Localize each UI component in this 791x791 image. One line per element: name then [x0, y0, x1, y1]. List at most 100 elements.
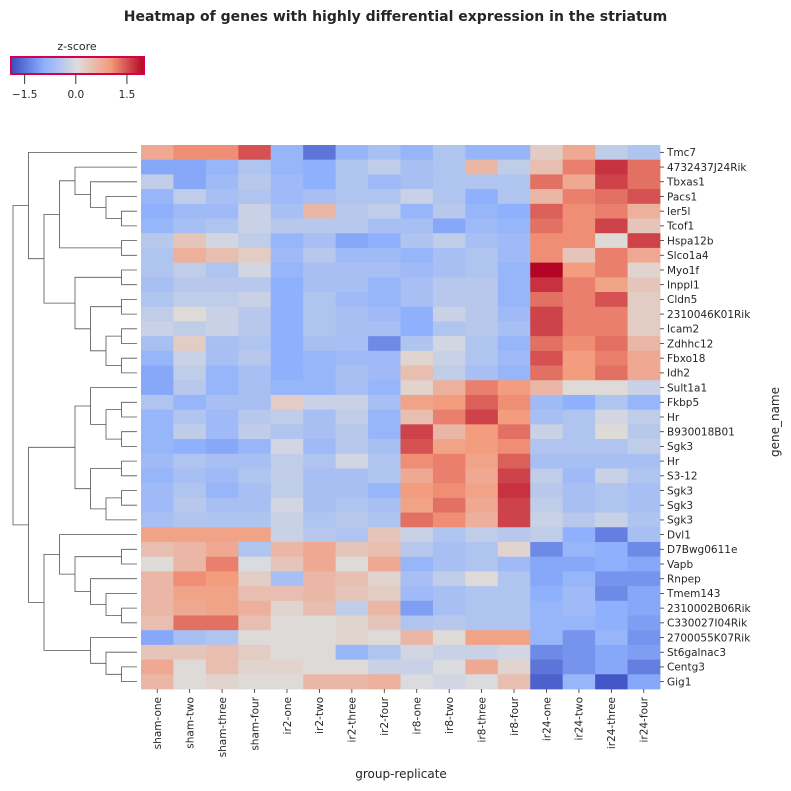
heatmap-cell — [335, 497, 369, 513]
heatmap-cell — [595, 292, 628, 308]
heatmap-cell — [368, 468, 401, 484]
row-label: Cldn5 — [667, 294, 697, 306]
heatmap-cell — [238, 321, 272, 337]
heatmap-cell — [368, 218, 401, 234]
heatmap-cell — [303, 586, 337, 602]
heatmap-cell — [238, 336, 272, 352]
heatmap-cell — [368, 571, 401, 587]
heatmap-cell — [530, 321, 564, 337]
heatmap-cell — [173, 424, 207, 440]
heatmap-cell — [400, 424, 434, 440]
heatmap-cell — [238, 218, 272, 234]
heatmap-cell — [205, 674, 239, 690]
heatmap-cell — [497, 189, 531, 205]
heatmap-cell — [497, 159, 531, 175]
row-label: 2310002B06Rik — [667, 603, 752, 615]
heatmap-cell — [205, 556, 239, 572]
heatmap-cell — [335, 233, 369, 249]
heatmap-cell — [562, 247, 596, 264]
heatmap-cell — [270, 483, 304, 499]
heatmap-cell — [335, 262, 369, 278]
row-label: Tmem143 — [666, 588, 720, 600]
heatmap-cell — [400, 203, 434, 219]
heatmap-cell — [627, 453, 661, 469]
heatmap-cell — [400, 556, 434, 572]
column-labels: sham-one sham-two sham-three sham-four ir2-o… — [152, 689, 651, 757]
heatmap-cell — [595, 644, 628, 660]
heatmap-cell — [173, 174, 207, 190]
heatmap-cell — [562, 630, 596, 646]
heatmap-cell — [497, 659, 531, 675]
heatmap-cell — [205, 174, 239, 190]
heatmap-cell — [141, 424, 174, 440]
heatmap-cell — [205, 409, 239, 425]
heatmap-cell — [270, 262, 304, 278]
heatmap-cell — [627, 659, 661, 675]
heatmap-cell — [627, 145, 661, 161]
heatmap-cell — [173, 145, 207, 161]
heatmap-cell — [530, 600, 564, 616]
column-label: ir2-three — [347, 697, 359, 742]
heatmap-cell — [497, 674, 531, 690]
heatmap-cell — [432, 321, 466, 337]
heatmap-cell — [270, 600, 304, 616]
heatmap-cell — [303, 336, 337, 352]
heatmap-cell — [627, 630, 661, 646]
heatmap-cell — [303, 350, 337, 366]
heatmap-cell — [400, 365, 434, 381]
heatmap-cell — [141, 541, 174, 558]
heatmap-cell — [205, 306, 239, 322]
heatmap-cell — [335, 556, 369, 572]
heatmap-cell — [270, 615, 304, 631]
heatmap-cell — [303, 541, 337, 558]
heatmap-cell — [205, 159, 239, 175]
heatmap-cell — [205, 512, 239, 528]
heatmap-cell — [173, 600, 207, 616]
heatmap-cell — [335, 218, 369, 234]
heatmap-cell — [627, 350, 661, 366]
heatmap-cell — [595, 512, 628, 528]
heatmap-cell — [432, 277, 466, 293]
heatmap-cell — [238, 527, 272, 543]
heatmap-cell — [205, 189, 239, 205]
row-label: Sgk3 — [667, 441, 693, 453]
column-label: sham-four — [249, 696, 261, 750]
heatmap-cell — [465, 483, 499, 499]
heatmap-cell — [562, 468, 596, 484]
heatmap-cell — [465, 277, 499, 293]
heatmap-cell — [205, 630, 239, 646]
heatmap-cell — [432, 394, 466, 411]
heatmap-cell — [465, 600, 499, 616]
heatmap-cell — [205, 527, 239, 543]
heatmap-cell — [432, 630, 466, 646]
heatmap-cell — [530, 203, 564, 219]
heatmap-cell — [497, 424, 531, 440]
heatmap-cell — [141, 292, 174, 308]
heatmap-cell — [141, 394, 174, 411]
dendrogram-link — [121, 460, 137, 477]
heatmap-cell — [562, 541, 596, 558]
heatmap-cell — [368, 644, 401, 660]
heatmap-cell — [270, 380, 304, 396]
heatmap-cell — [173, 497, 207, 513]
heatmap-cell — [368, 233, 401, 249]
row-label: Idh2 — [667, 368, 690, 380]
heatmap-cell — [432, 674, 466, 690]
heatmap-cell — [562, 497, 596, 513]
heatmap-cell — [465, 468, 499, 484]
heatmap-cell — [627, 174, 661, 190]
heatmap-cell — [335, 321, 369, 337]
heatmap-cell — [562, 174, 596, 190]
heatmap-cell — [205, 350, 239, 366]
row-label: Tcof1 — [666, 221, 694, 233]
heatmap-cell — [627, 394, 661, 411]
heatmap-cell — [400, 541, 434, 558]
heatmap-cell — [400, 615, 434, 631]
colorbar-label: z-score — [57, 40, 97, 53]
heatmap-cell — [141, 556, 174, 572]
heatmap-cell — [562, 409, 596, 425]
heatmap-cell — [530, 159, 564, 175]
heatmap-cell — [530, 483, 564, 499]
heatmap-cell — [432, 336, 466, 352]
heatmap-cell — [627, 541, 661, 558]
